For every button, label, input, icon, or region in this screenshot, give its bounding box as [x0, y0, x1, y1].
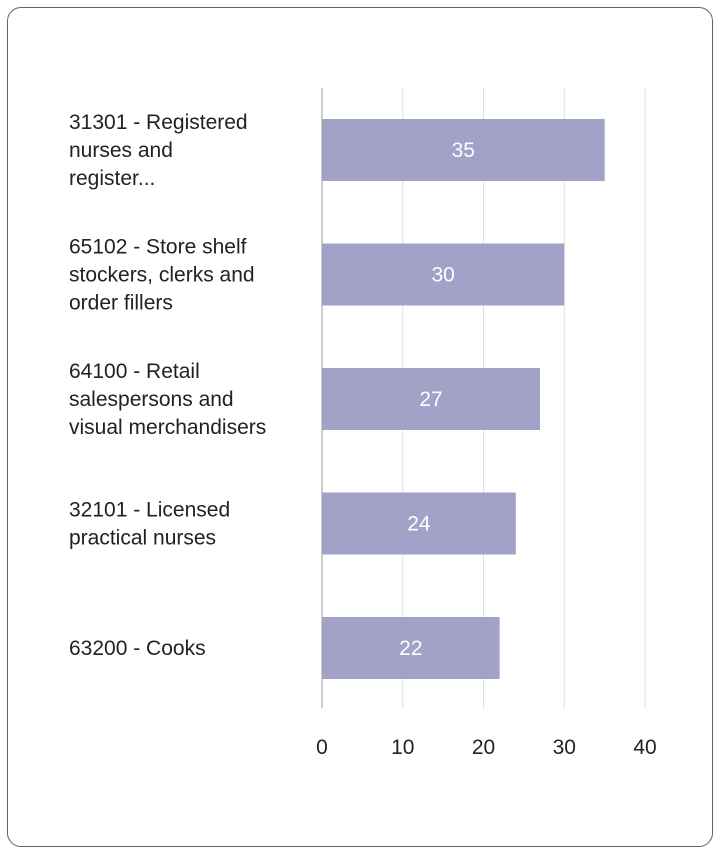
- category-label: nurses and: [69, 139, 173, 162]
- data-label: 27: [419, 388, 442, 411]
- bar: [322, 368, 541, 430]
- bar: [322, 119, 605, 181]
- category-label: order fillers: [69, 292, 173, 315]
- category-label: visual merchandisers: [69, 416, 266, 439]
- bar-chart: 35 31301 - Registered nurses and register..…: [69, 88, 657, 759]
- category-label: register...: [69, 167, 155, 190]
- x-tick-label: 0: [316, 736, 328, 759]
- x-tick-label: 40: [633, 736, 656, 759]
- x-tick-label: 20: [472, 736, 495, 759]
- category-label: stockers, clerks and: [69, 264, 255, 287]
- category-label: 64100 - Retail: [69, 360, 200, 383]
- category-label: practical nurses: [69, 527, 216, 550]
- category-label: salespersons and: [69, 388, 234, 411]
- bar: [322, 492, 516, 555]
- x-tick-label: 30: [553, 736, 576, 759]
- category-label: 31301 - Registered: [69, 111, 248, 134]
- x-tick-label: 10: [391, 736, 414, 759]
- data-label: 30: [431, 264, 454, 287]
- category-label: 65102 - Store shelf: [69, 236, 247, 259]
- data-label: 35: [452, 139, 475, 162]
- category-label: 32101 - Licensed: [69, 499, 230, 522]
- data-label: 22: [399, 637, 422, 660]
- bar: [322, 617, 500, 679]
- data-label: 24: [407, 513, 431, 536]
- category-label: 63200 - Cooks: [69, 637, 206, 660]
- bar: [322, 243, 565, 306]
